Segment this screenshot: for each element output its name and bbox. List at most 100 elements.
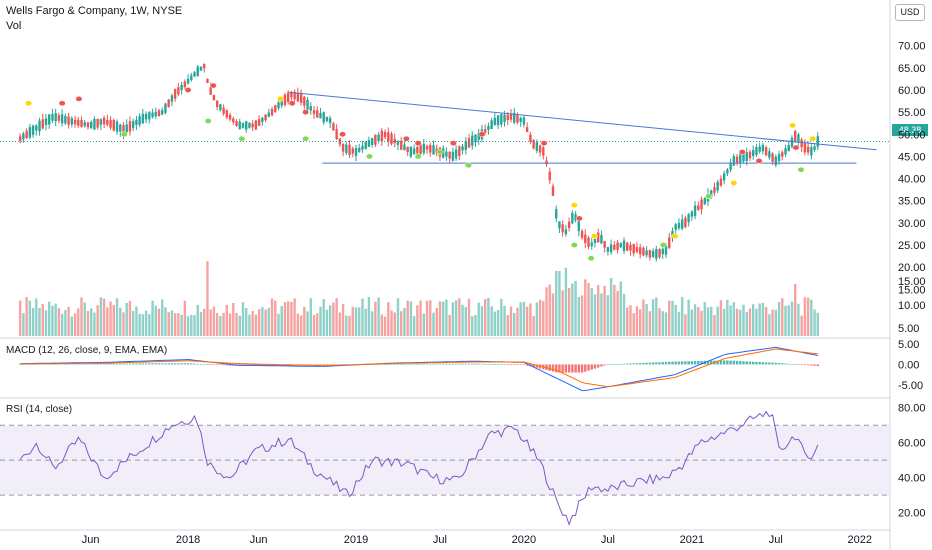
candle-body — [810, 147, 813, 156]
candle-body — [545, 160, 548, 165]
rsi-label: RSI (14, close) — [6, 404, 73, 415]
candle-body — [380, 130, 384, 142]
volume-bar — [99, 297, 103, 336]
volume-bar — [44, 310, 48, 336]
candle-body — [477, 132, 480, 140]
price-axis-tick: 45.00 — [898, 151, 926, 163]
macd-histogram-bar — [183, 363, 187, 365]
signal-marker — [792, 144, 800, 151]
candle-body — [383, 131, 387, 138]
candle-body — [648, 250, 652, 258]
volume-bar — [713, 315, 716, 336]
price-axis-tick: 30.00 — [898, 218, 926, 230]
volume-bar — [603, 286, 606, 336]
volume-bar — [209, 309, 212, 336]
candle-body — [31, 125, 35, 135]
macd-histogram-bar — [487, 363, 490, 365]
macd-histogram-bar — [173, 363, 177, 365]
volume-bar — [335, 298, 338, 336]
macd-histogram-bar — [513, 364, 516, 366]
macd-histogram-bar — [267, 364, 271, 366]
candle-body — [555, 209, 558, 219]
candle-body — [148, 112, 151, 120]
candle-body — [513, 112, 516, 123]
volume-bar — [710, 306, 713, 336]
candle-body — [693, 205, 697, 217]
signal-marker — [478, 131, 486, 138]
candle-body — [781, 152, 784, 157]
signal-marker — [209, 82, 217, 89]
volume-bar — [109, 301, 112, 336]
candle-body — [777, 154, 781, 162]
time-axis-tick: 2019 — [344, 534, 368, 546]
signal-marker — [238, 135, 246, 142]
macd-histogram-bar — [106, 363, 109, 365]
candle-body — [687, 214, 690, 223]
volume-bar — [374, 301, 377, 336]
candle-body — [293, 91, 296, 100]
candle-body — [771, 153, 774, 162]
macd-histogram-bar — [190, 363, 193, 365]
macd-histogram-bar — [522, 364, 526, 366]
volume-bar — [483, 299, 487, 336]
macd-histogram-bar — [580, 364, 584, 373]
macd-histogram-bar — [674, 361, 677, 365]
candle-body — [600, 234, 603, 244]
volume-bar — [632, 313, 635, 336]
symbol-title[interactable]: Wells Fargo & Company, 1W, NYSE — [6, 5, 183, 17]
candle-body — [44, 118, 48, 126]
volume-bar — [157, 308, 161, 336]
candle-body — [390, 133, 393, 145]
volume-bar — [154, 305, 157, 336]
candle-body — [806, 146, 810, 153]
macd-histogram-bar — [803, 364, 807, 366]
volume-bar — [283, 302, 287, 336]
candle-body — [622, 240, 626, 252]
volume-bar — [319, 306, 322, 336]
macd-histogram-bar — [622, 363, 626, 365]
price-axis-tick: 5.00 — [898, 323, 919, 335]
currency-button[interactable]: USD — [895, 4, 925, 21]
candle-body — [577, 220, 581, 232]
volume-bar — [454, 300, 458, 336]
volume-bar — [761, 302, 765, 336]
volume-bar — [70, 316, 74, 336]
macd-histogram-bar — [719, 360, 723, 365]
candle-body — [710, 190, 713, 198]
volume-bar — [267, 307, 271, 336]
macd-histogram-bar — [761, 362, 765, 365]
macd-histogram-bar — [73, 363, 77, 365]
volume-bar — [629, 305, 632, 336]
volume-bar — [296, 313, 300, 336]
candle-body — [412, 148, 416, 154]
volume-bar — [580, 295, 584, 336]
macd-histogram-bar — [797, 364, 800, 366]
macd-histogram-bar — [474, 363, 477, 365]
volume-bar — [241, 302, 245, 336]
candle-body — [309, 106, 312, 111]
macd-histogram-bar — [668, 361, 671, 365]
macd-histogram-bar — [793, 364, 797, 365]
candle-body — [454, 149, 458, 159]
macd-histogram-bar — [193, 363, 196, 365]
volume-bar — [471, 316, 474, 336]
volume-bar — [89, 308, 93, 336]
macd-histogram-bar — [89, 363, 93, 365]
volume-bar — [203, 308, 206, 336]
signal-marker — [575, 215, 583, 222]
macd-histogram-bar — [619, 363, 623, 365]
candle-body — [784, 148, 787, 155]
volume-bar — [781, 298, 784, 336]
volume-bar — [548, 284, 551, 336]
macd-histogram-bar — [451, 363, 455, 365]
volume-bar — [567, 287, 571, 336]
candle-body — [642, 247, 645, 256]
macd-histogram-bar — [693, 361, 697, 365]
candle-body — [564, 229, 568, 235]
candle-body — [280, 98, 283, 106]
macd-histogram-bar — [377, 364, 380, 365]
volume-bar — [638, 309, 642, 336]
volume-bar — [144, 310, 148, 336]
candle-body — [752, 149, 755, 156]
